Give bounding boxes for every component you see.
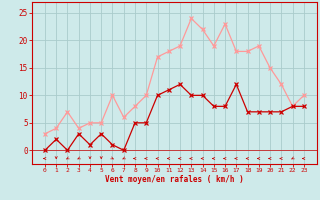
X-axis label: Vent moyen/en rafales ( km/h ): Vent moyen/en rafales ( km/h ) bbox=[105, 175, 244, 184]
